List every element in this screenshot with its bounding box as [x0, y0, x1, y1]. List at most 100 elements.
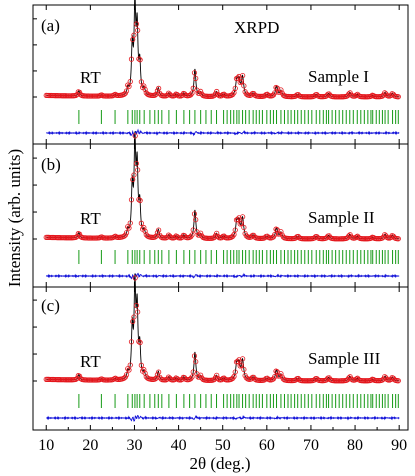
observed-point — [153, 91, 159, 97]
observed-point — [153, 233, 159, 239]
panel-c-sample: Sample III — [308, 349, 381, 368]
observed-point — [138, 362, 144, 368]
observed-point — [215, 91, 221, 98]
observed-point — [123, 230, 130, 236]
observed-point — [126, 83, 132, 89]
observed-point — [121, 91, 127, 97]
observed-point — [125, 224, 131, 230]
observed-point — [198, 230, 204, 236]
y-axis-title: Intensity (arb. units) — [5, 149, 24, 287]
observed-point — [235, 358, 241, 364]
observed-point — [142, 228, 148, 234]
observed-point — [122, 374, 128, 380]
observed-point — [198, 372, 204, 378]
observed-point — [236, 73, 242, 80]
observed-point — [132, 275, 138, 281]
figure-title: XRPD — [234, 18, 279, 37]
observed-point — [189, 374, 195, 380]
observed-point — [156, 85, 162, 91]
difference-curve-1 — [45, 272, 400, 280]
observed-points-1 — [43, 133, 401, 242]
observed-point — [128, 339, 135, 345]
observed-point — [73, 92, 79, 98]
observed-point — [126, 225, 132, 231]
observed-point — [133, 21, 140, 27]
observed-point — [135, 309, 141, 315]
observed-point — [379, 93, 385, 99]
observed-point — [127, 220, 133, 226]
observed-point — [189, 90, 195, 96]
observed-point — [136, 339, 142, 345]
observed-point — [136, 56, 142, 62]
observed-point — [123, 372, 130, 378]
observed-point — [395, 378, 401, 384]
observed-point — [142, 370, 148, 376]
observed-points-0 — [43, 21, 401, 100]
observed-point — [127, 362, 133, 368]
observed-point — [189, 232, 195, 238]
observed-point — [395, 236, 401, 242]
plot-layer — [33, 0, 401, 422]
y-axis-ticks-2 — [33, 299, 37, 382]
observed-point — [137, 197, 143, 204]
observed-point — [240, 214, 246, 220]
observed-point — [121, 375, 127, 381]
observed-point — [128, 197, 135, 203]
observed-point — [379, 235, 385, 241]
observed-point — [141, 83, 147, 89]
observed-point — [152, 376, 158, 382]
y-axis-ticks-0 — [33, 18, 37, 98]
x-tick-label: 80 — [347, 437, 363, 454]
observed-point — [240, 72, 246, 79]
observed-point — [214, 230, 220, 236]
observed-point — [138, 220, 144, 226]
observed-point — [214, 372, 220, 378]
observed-point — [238, 362, 245, 368]
observed-point — [121, 233, 127, 239]
observed-point — [125, 82, 131, 88]
observed-point — [138, 79, 144, 85]
observed-point — [76, 231, 83, 237]
x-tick-label: 10 — [38, 437, 54, 454]
panel-b-label: (b) — [41, 155, 61, 174]
observed-point — [136, 197, 142, 203]
panel-a-sample: Sample I — [308, 67, 369, 86]
observed-point — [172, 92, 178, 99]
y-axis-ticks-1 — [33, 157, 37, 240]
observed-points-2 — [43, 275, 401, 384]
observed-point — [156, 369, 162, 375]
observed-point — [73, 234, 79, 240]
observed-point — [191, 211, 198, 217]
observed-point — [348, 376, 354, 382]
observed-point — [142, 86, 148, 92]
difference-curve-2 — [46, 414, 400, 422]
x-tick-label: 40 — [171, 437, 187, 454]
x-tick-label: 60 — [259, 437, 275, 454]
observed-point — [133, 160, 140, 167]
observed-point — [156, 227, 162, 233]
observed-point — [346, 233, 352, 239]
x-tick-label: 20 — [82, 437, 98, 454]
observed-point — [123, 88, 130, 94]
observed-point — [153, 375, 159, 381]
observed-point — [379, 377, 385, 383]
panel-a-label: (a) — [41, 16, 60, 35]
observed-point — [272, 374, 278, 380]
observed-point — [198, 88, 204, 95]
observed-point — [193, 217, 199, 223]
observed-point — [131, 314, 137, 320]
x-axis-ticks: 10 20 30 40 50 60 70 80 90 — [38, 5, 407, 454]
panel-c-frame — [32, 286, 409, 431]
observed-point — [272, 232, 278, 238]
observed-point — [135, 27, 141, 33]
difference-curve-0 — [46, 128, 400, 138]
observed-point — [191, 70, 198, 76]
x-tick-label: 70 — [303, 437, 319, 454]
observed-point — [152, 234, 158, 240]
observed-point — [241, 224, 247, 231]
observed-point — [132, 133, 138, 139]
observed-point — [241, 366, 247, 373]
observed-point — [237, 221, 243, 227]
observed-point — [112, 91, 119, 97]
observed-point — [236, 215, 242, 221]
